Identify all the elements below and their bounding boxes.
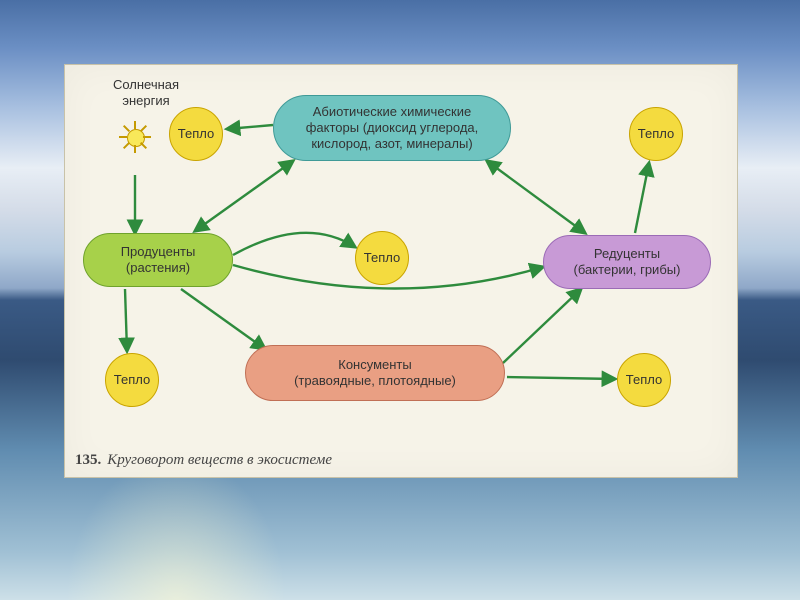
edge-producers-to-heat-mid — [233, 233, 355, 255]
figure-number: 135. — [75, 452, 101, 468]
node-heat_mid: Тепло — [355, 231, 409, 285]
figure-caption-text: Круговорот веществ в экосистеме — [107, 452, 332, 468]
edge-consumers-to-decomp — [503, 289, 581, 363]
node-heat_bl: Тепло — [105, 353, 159, 407]
edge-abiotic-to-heat-tl — [227, 125, 273, 129]
node-decomposers: Редуценты(бактерии, грибы) — [543, 235, 711, 289]
edge-producers-to-heat-bl — [125, 289, 127, 351]
sun-icon — [121, 123, 149, 151]
node-producers: Продуценты(растения) — [83, 233, 233, 287]
edge-abiotic-to-decomposers — [487, 161, 585, 233]
node-heat_br: Тепло — [617, 353, 671, 407]
sky-ocean-background: Солнечнаяэнергия Абиотические химические… — [0, 0, 800, 600]
node-consumers: Консументы(травоядные, плотоядные) — [245, 345, 505, 401]
figure-caption: 135. Круговорот веществ в экосистеме — [75, 452, 332, 469]
edge-decomp-to-heat-tr — [635, 163, 649, 233]
edge-abiotic-to-producers — [195, 161, 293, 231]
edge-producers-to-consumers — [181, 289, 265, 349]
edge-consumers-to-heat-br — [507, 377, 615, 379]
node-heat_tl: Тепло — [169, 107, 223, 161]
node-abiotic: Абиотические химическиефакторы (диоксид … — [273, 95, 511, 161]
diagram-panel: Солнечнаяэнергия Абиотические химические… — [64, 64, 738, 478]
sun-label: Солнечнаяэнергия — [101, 77, 191, 108]
node-heat_tr: Тепло — [629, 107, 683, 161]
